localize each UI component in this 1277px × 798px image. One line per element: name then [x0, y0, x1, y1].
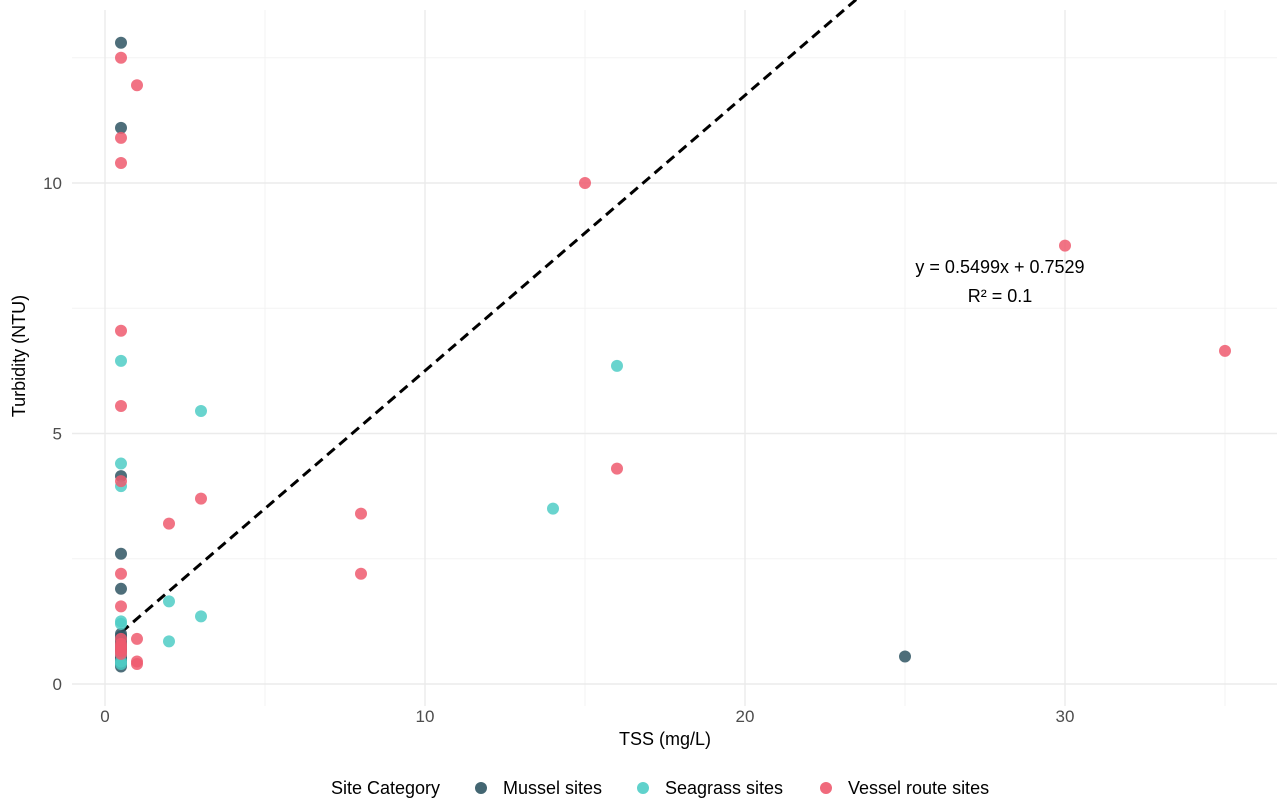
data-point-mussel-sites — [115, 36, 127, 49]
data-point-vessel-route-sites — [1219, 344, 1231, 357]
data-point-vessel-route-sites — [355, 567, 367, 580]
legend-swatch-mussel — [475, 782, 487, 794]
data-point-seagrass-sites — [547, 502, 559, 515]
data-point-seagrass-sites — [115, 617, 127, 630]
data-point-seagrass-sites — [195, 610, 207, 623]
y-tick-label: 5 — [53, 425, 62, 444]
legend-label-mussel: Mussel sites — [503, 778, 602, 798]
data-point-vessel-route-sites — [163, 517, 175, 530]
data-point-vessel-route-sites — [131, 632, 143, 645]
data-point-vessel-route-sites — [115, 647, 127, 660]
data-point-seagrass-sites — [115, 457, 127, 470]
data-point-vessel-route-sites — [115, 475, 127, 488]
data-point-vessel-route-sites — [579, 177, 591, 189]
data-point-vessel-route-sites — [131, 657, 143, 670]
data-point-mussel-sites — [899, 650, 911, 663]
r-squared-label: R² = 0.1 — [968, 286, 1033, 306]
trendline — [120, 0, 858, 634]
data-point-vessel-route-sites — [115, 567, 127, 580]
data-point-vessel-route-sites — [131, 79, 143, 92]
data-point-seagrass-sites — [115, 657, 127, 670]
data-point-vessel-route-sites — [115, 600, 127, 613]
data-points — [115, 36, 1231, 673]
data-point-vessel-route-sites — [1059, 239, 1071, 252]
legend-title: Site Category — [331, 778, 440, 798]
data-point-seagrass-sites — [163, 635, 175, 648]
data-point-seagrass-sites — [611, 359, 623, 372]
trendline-equation: y = 0.5499x + 0.7529 — [915, 257, 1084, 277]
x-axis-title: TSS (mg/L) — [619, 729, 711, 749]
legend-label-vessel: Vessel route sites — [848, 778, 989, 798]
x-tick-label: 20 — [736, 707, 755, 726]
x-tick-label: 10 — [416, 707, 435, 726]
legend-swatch-seagrass — [637, 782, 649, 794]
trendline-group — [120, 0, 858, 634]
y-axis-title: Turbidity (NTU) — [9, 295, 29, 417]
data-point-seagrass-sites — [163, 595, 175, 608]
data-point-vessel-route-sites — [115, 324, 127, 337]
data-point-vessel-route-sites — [115, 156, 127, 169]
x-tick-label: 30 — [1056, 707, 1075, 726]
x-tick-label: 0 — [100, 707, 109, 726]
data-point-seagrass-sites — [115, 354, 127, 367]
legend: Site Category Mussel sites Seagrass site… — [331, 778, 989, 798]
y-tick-label: 10 — [43, 174, 62, 193]
legend-swatch-vessel — [820, 782, 832, 794]
data-point-vessel-route-sites — [611, 462, 623, 475]
tick-labels: 0 10 20 30 0 5 10 — [43, 174, 1074, 726]
data-point-mussel-sites — [115, 121, 127, 134]
data-point-vessel-route-sites — [115, 131, 127, 144]
data-point-seagrass-sites — [195, 404, 207, 417]
data-point-vessel-route-sites — [115, 399, 127, 412]
data-point-vessel-route-sites — [355, 507, 367, 520]
grid — [72, 10, 1277, 706]
data-point-mussel-sites — [115, 547, 127, 560]
data-point-vessel-route-sites — [195, 492, 207, 505]
data-point-vessel-route-sites — [115, 51, 127, 64]
y-tick-label: 0 — [53, 675, 62, 694]
data-point-mussel-sites — [115, 582, 127, 595]
legend-label-seagrass: Seagrass sites — [665, 778, 783, 798]
